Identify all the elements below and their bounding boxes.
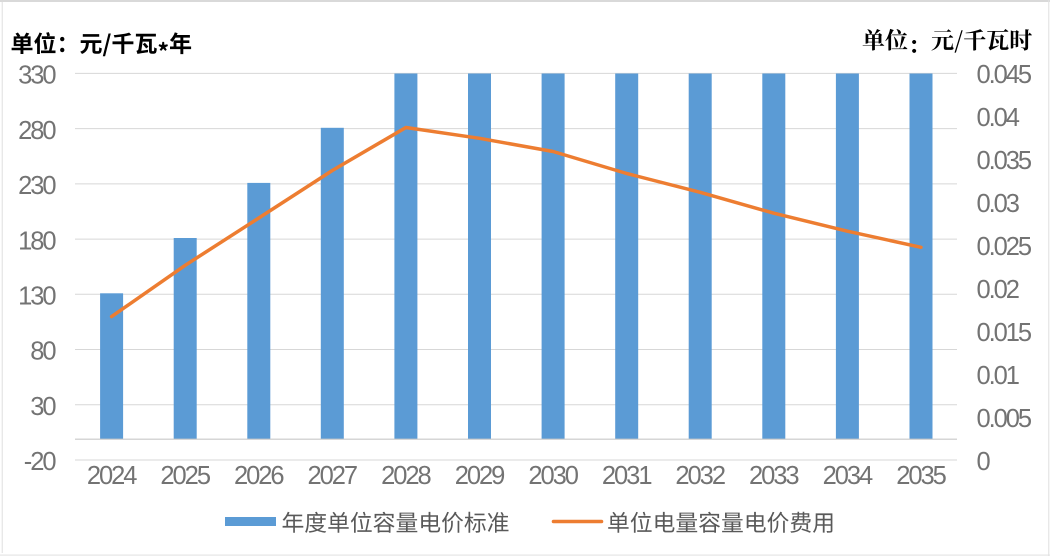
- svg-text:80: 80: [30, 338, 56, 366]
- svg-text:180: 180: [18, 227, 56, 255]
- svg-text:0.005: 0.005: [977, 405, 1032, 433]
- svg-text:330: 330: [18, 62, 56, 90]
- svg-text:2035: 2035: [896, 462, 946, 490]
- svg-text:30: 30: [30, 393, 56, 421]
- svg-text:2029: 2029: [455, 462, 504, 490]
- svg-text:2026: 2026: [234, 462, 284, 490]
- svg-text:0.01: 0.01: [977, 362, 1019, 390]
- svg-text:230: 230: [18, 172, 56, 200]
- svg-text:130: 130: [18, 283, 56, 311]
- svg-text:0.045: 0.045: [977, 61, 1032, 89]
- svg-text:0.035: 0.035: [977, 147, 1032, 175]
- svg-text:0.015: 0.015: [977, 319, 1032, 347]
- svg-text:2034: 2034: [823, 462, 873, 490]
- svg-text:0.025: 0.025: [977, 233, 1032, 261]
- svg-text:2032: 2032: [675, 462, 724, 490]
- svg-text:2027: 2027: [308, 462, 357, 490]
- svg-text:2025: 2025: [160, 462, 210, 490]
- svg-text:0.03: 0.03: [977, 190, 1020, 218]
- svg-text:0.02: 0.02: [977, 276, 1019, 304]
- svg-text:2028: 2028: [381, 462, 431, 490]
- svg-text:280: 280: [18, 117, 56, 145]
- svg-text:2030: 2030: [528, 462, 578, 490]
- svg-text:2033: 2033: [749, 462, 799, 490]
- svg-text:2024: 2024: [87, 462, 137, 490]
- svg-text:0.04: 0.04: [977, 104, 1020, 132]
- svg-text:2031: 2031: [602, 462, 651, 490]
- svg-text:0: 0: [977, 448, 991, 476]
- svg-text:-20: -20: [24, 448, 57, 476]
